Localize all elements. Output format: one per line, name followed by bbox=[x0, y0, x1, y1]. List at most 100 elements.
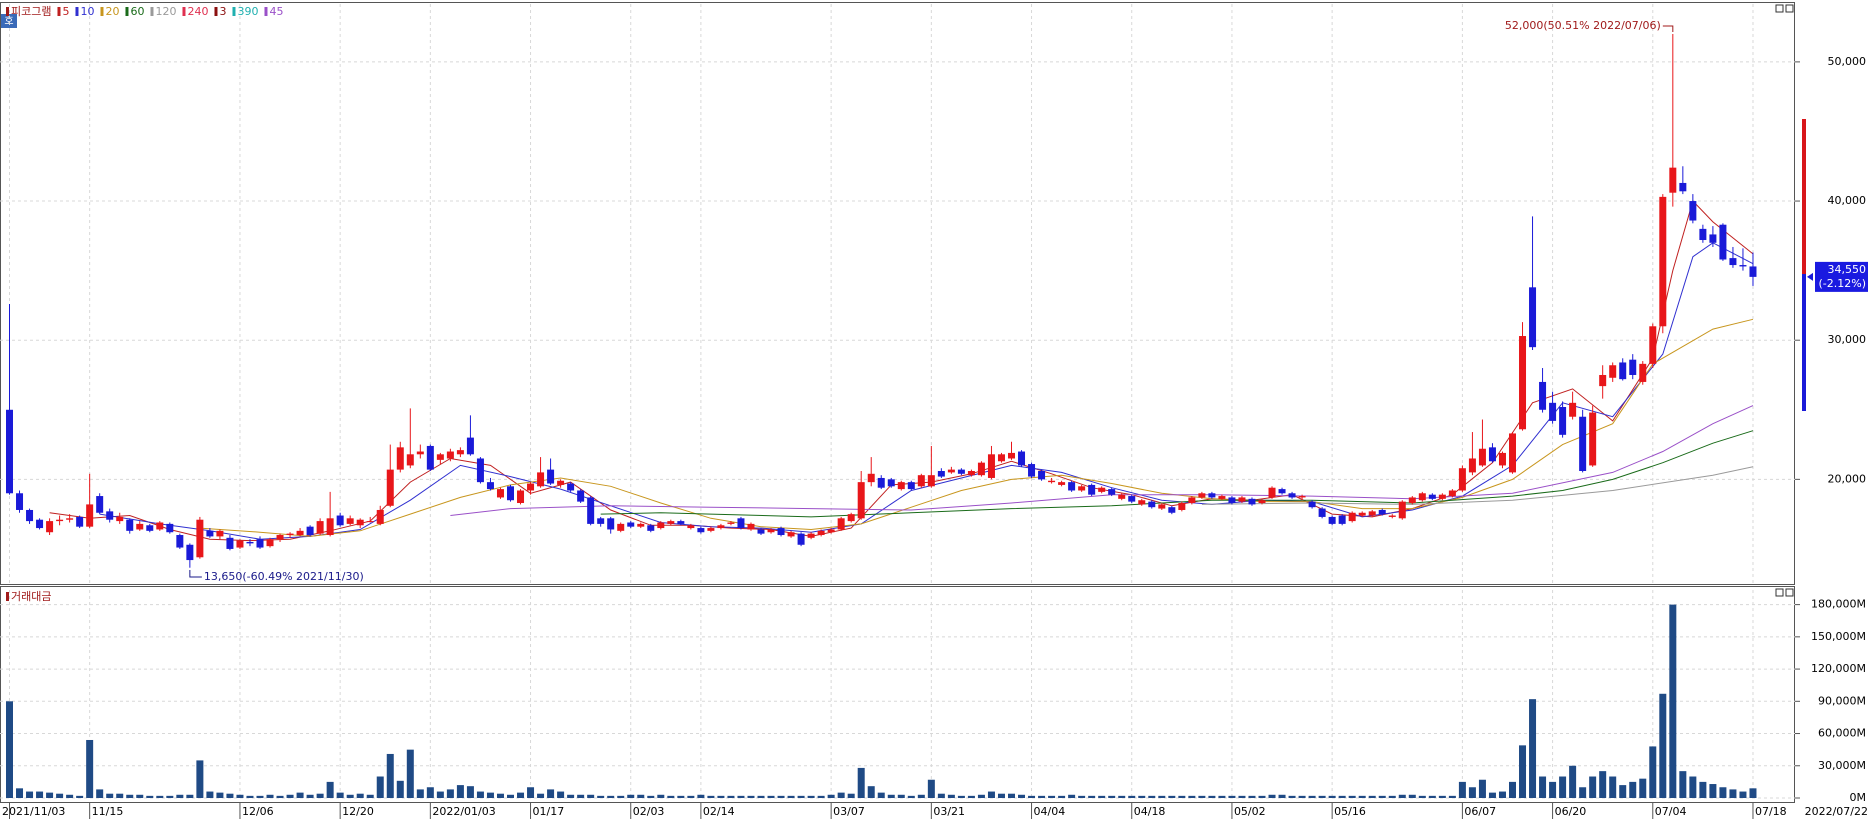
candle-body bbox=[807, 533, 815, 538]
candle-body bbox=[1318, 508, 1326, 517]
candle-body bbox=[707, 528, 715, 531]
candle-body bbox=[1378, 509, 1386, 515]
volume-bar bbox=[1378, 795, 1386, 798]
annotation-leader bbox=[189, 570, 202, 578]
volume-bar bbox=[66, 794, 74, 798]
volume-bar bbox=[266, 794, 274, 798]
x-tick-label: 05/02 bbox=[1234, 805, 1266, 818]
candle-body bbox=[1188, 497, 1196, 504]
volume-bar bbox=[176, 794, 184, 798]
y-tick-label: 30,000 bbox=[1828, 333, 1867, 346]
candle-body bbox=[56, 519, 64, 522]
volume-bar bbox=[607, 795, 615, 798]
candle-body bbox=[727, 522, 735, 524]
volume-bar bbox=[456, 785, 464, 798]
volume-bar bbox=[466, 786, 474, 798]
candle-body bbox=[847, 514, 855, 522]
candle-body bbox=[647, 525, 655, 531]
panel-button[interactable] bbox=[1775, 4, 1784, 13]
x-tick-label: 11/15 bbox=[92, 805, 124, 818]
x-tick-label: 05/16 bbox=[1334, 805, 1366, 818]
x-tick-label: 07/18 bbox=[1755, 805, 1787, 818]
volume-bar bbox=[136, 794, 144, 798]
candle-body bbox=[597, 518, 605, 524]
panel-button[interactable] bbox=[1785, 4, 1794, 13]
volume-bar bbox=[537, 793, 545, 798]
volume-bar bbox=[1388, 795, 1396, 798]
candle-body bbox=[1599, 374, 1607, 387]
volume-bar bbox=[356, 793, 364, 798]
candle-body bbox=[436, 454, 444, 460]
volume-bar bbox=[1418, 795, 1426, 798]
volume-bar bbox=[286, 794, 294, 798]
y-tick-label: 90,000M bbox=[1818, 694, 1866, 707]
volume-bar bbox=[1739, 791, 1747, 798]
candle-body bbox=[1509, 433, 1516, 473]
volume-bar bbox=[1559, 776, 1567, 798]
current-change: (-2.12%) bbox=[1819, 277, 1867, 290]
candle-body bbox=[226, 537, 234, 549]
volume-bar bbox=[1709, 784, 1717, 798]
candle-body bbox=[1539, 381, 1547, 410]
candle-body bbox=[507, 486, 514, 501]
candle-body bbox=[527, 483, 535, 491]
volume-bar bbox=[336, 792, 344, 798]
volume-bar bbox=[837, 792, 845, 798]
volume-bar bbox=[106, 793, 114, 798]
candle-body bbox=[987, 454, 995, 478]
volume-bar bbox=[1468, 787, 1476, 798]
candle-body bbox=[296, 530, 304, 536]
volume-bar bbox=[1639, 778, 1647, 798]
volume-bar bbox=[707, 795, 715, 798]
volume-bar bbox=[416, 789, 424, 798]
volume-bar bbox=[1088, 795, 1096, 798]
candle-body bbox=[476, 458, 484, 483]
badge[interactable]: 호 bbox=[4, 15, 13, 27]
chart-title: 피코그램 bbox=[11, 5, 51, 18]
x-tick-label: 04/04 bbox=[1034, 805, 1066, 818]
candle-body bbox=[887, 479, 895, 487]
candle-body bbox=[757, 529, 765, 534]
candle-body bbox=[176, 535, 184, 548]
candle-body bbox=[817, 530, 825, 536]
volume-bar bbox=[96, 789, 104, 798]
volume-bar bbox=[977, 794, 985, 798]
volume-bar bbox=[1569, 765, 1577, 798]
volume-bar bbox=[16, 788, 24, 798]
candle-body bbox=[1208, 493, 1216, 498]
legend-swatch bbox=[264, 7, 268, 16]
legend-item: 120 bbox=[155, 5, 176, 18]
panel-button[interactable] bbox=[1785, 588, 1794, 597]
candle-body bbox=[376, 509, 384, 524]
volume-bar bbox=[1408, 794, 1416, 798]
panel-button[interactable] bbox=[1775, 588, 1784, 597]
volume-bar bbox=[547, 789, 555, 798]
candle-body bbox=[426, 445, 434, 470]
candle-body bbox=[456, 450, 464, 455]
side-bar bbox=[1802, 274, 1806, 411]
candle-body bbox=[1398, 501, 1406, 519]
volume-bar bbox=[557, 791, 565, 798]
badge-box[interactable] bbox=[1, 14, 17, 28]
candle-body bbox=[1138, 500, 1146, 505]
candle-body bbox=[1629, 359, 1637, 375]
volume-panel bbox=[0, 586, 1795, 803]
candle-body bbox=[386, 469, 394, 506]
candle-body bbox=[917, 475, 925, 487]
candle-body bbox=[967, 471, 975, 476]
volume-bar bbox=[1028, 795, 1036, 798]
volume-bar bbox=[1138, 795, 1146, 798]
candle-body bbox=[66, 518, 74, 520]
candle-body bbox=[897, 482, 905, 490]
ma-line bbox=[450, 405, 1754, 516]
candle-body bbox=[837, 518, 845, 530]
candle-body bbox=[46, 521, 54, 533]
volume-bar bbox=[1018, 794, 1026, 798]
y-tick-label: 150,000M bbox=[1811, 630, 1866, 643]
candle-body bbox=[366, 521, 374, 523]
candle-body bbox=[997, 454, 1005, 462]
x-tick-label: 06/07 bbox=[1464, 805, 1496, 818]
candle-body bbox=[1018, 451, 1026, 466]
candle-body bbox=[537, 472, 545, 487]
candle-body bbox=[787, 532, 795, 537]
